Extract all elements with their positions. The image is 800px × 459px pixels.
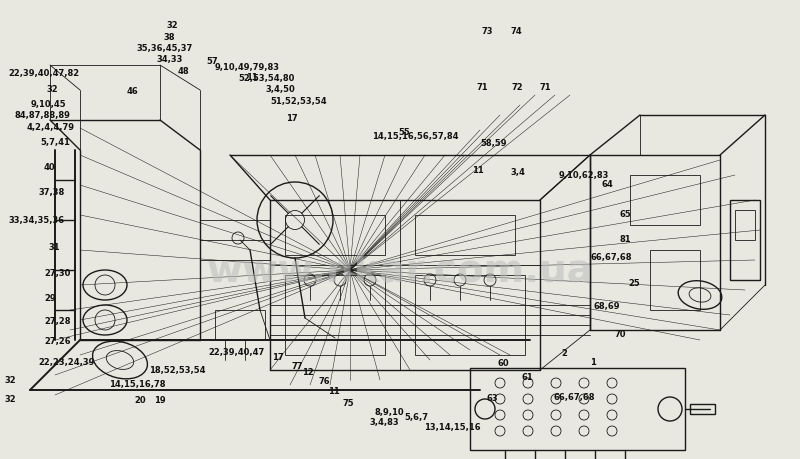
Text: 32: 32 <box>4 395 16 404</box>
Text: 73: 73 <box>482 27 493 36</box>
Text: 61: 61 <box>522 373 534 382</box>
Text: www.nkar.com.ua: www.nkar.com.ua <box>206 251 594 289</box>
Text: 74: 74 <box>510 27 522 36</box>
Text: 9,10,45: 9,10,45 <box>30 100 66 109</box>
Text: 27,30: 27,30 <box>44 269 70 278</box>
Text: 11: 11 <box>246 73 258 82</box>
Text: 17: 17 <box>272 353 284 362</box>
Text: 58,59: 58,59 <box>480 139 506 148</box>
Text: 70: 70 <box>614 330 626 339</box>
Bar <box>630 175 700 225</box>
Text: 60: 60 <box>498 359 510 368</box>
Text: 18,52,53,54: 18,52,53,54 <box>149 366 206 375</box>
Text: 22,23,24,39: 22,23,24,39 <box>38 358 94 367</box>
Text: 57: 57 <box>206 57 218 67</box>
Text: 4,2,4,4,79: 4,2,4,4,79 <box>26 123 74 132</box>
Text: 55: 55 <box>398 128 410 137</box>
Text: 32: 32 <box>4 376 16 386</box>
Text: 11: 11 <box>472 166 484 175</box>
Text: 65: 65 <box>620 210 632 219</box>
Text: 38: 38 <box>163 33 174 42</box>
Text: 66,67,68: 66,67,68 <box>590 252 632 262</box>
Text: 20: 20 <box>134 396 146 405</box>
Text: 3,4: 3,4 <box>510 168 526 177</box>
Text: 9,10,62,83: 9,10,62,83 <box>558 171 609 180</box>
Text: 22,39,40,47,82: 22,39,40,47,82 <box>8 69 79 78</box>
Text: 51,52,53,54: 51,52,53,54 <box>270 97 327 106</box>
Bar <box>415 215 515 255</box>
Text: 35,36,45,37: 35,36,45,37 <box>136 44 192 53</box>
Text: 81: 81 <box>620 235 632 244</box>
Text: 34,33: 34,33 <box>157 55 183 64</box>
Text: 52,53,54,80: 52,53,54,80 <box>238 74 294 84</box>
Bar <box>690 404 715 414</box>
Text: 31: 31 <box>48 243 60 252</box>
Text: 25: 25 <box>628 279 640 288</box>
Bar <box>215 310 265 340</box>
Bar <box>650 250 700 310</box>
Text: 5,7,41: 5,7,41 <box>40 138 70 147</box>
Bar <box>730 200 760 280</box>
Text: 9,10,49,79,83: 9,10,49,79,83 <box>214 63 279 73</box>
Text: 19: 19 <box>154 396 166 405</box>
Text: 66,67,68: 66,67,68 <box>554 392 595 402</box>
Text: 5,6,7: 5,6,7 <box>404 413 428 422</box>
Text: 14,15,16,56,57,84: 14,15,16,56,57,84 <box>372 132 458 141</box>
Text: 1: 1 <box>590 358 596 367</box>
Text: 71: 71 <box>540 83 552 92</box>
Bar <box>470 368 685 450</box>
Bar <box>735 210 755 240</box>
Text: 2: 2 <box>562 349 567 358</box>
Text: 77: 77 <box>291 362 302 371</box>
Text: 27,26: 27,26 <box>44 337 70 347</box>
Bar <box>285 215 385 255</box>
Text: 29: 29 <box>44 294 56 303</box>
Text: 37,38: 37,38 <box>38 188 65 197</box>
Text: 76: 76 <box>318 377 330 386</box>
Text: 32: 32 <box>46 85 58 95</box>
Text: 14,15,16,78: 14,15,16,78 <box>109 380 166 389</box>
Text: 8,9,10: 8,9,10 <box>374 408 404 417</box>
Text: 3,4,50: 3,4,50 <box>266 85 295 94</box>
Text: 3,4,83: 3,4,83 <box>370 418 399 427</box>
Text: 32: 32 <box>166 21 178 30</box>
Bar <box>285 275 385 355</box>
Text: 75: 75 <box>342 398 354 408</box>
Text: 27,28: 27,28 <box>44 317 70 326</box>
Text: 13,14,15,16: 13,14,15,16 <box>424 423 481 432</box>
Text: 84,87,88,89: 84,87,88,89 <box>14 111 70 120</box>
Text: 46: 46 <box>126 87 138 96</box>
Bar <box>415 275 525 355</box>
Text: 48: 48 <box>178 67 190 76</box>
Text: 71: 71 <box>477 83 489 92</box>
Text: 40: 40 <box>44 163 56 172</box>
Text: 17: 17 <box>286 114 298 123</box>
Text: 72: 72 <box>512 83 524 92</box>
Text: 33,34,35,36: 33,34,35,36 <box>8 216 64 225</box>
Text: 11: 11 <box>328 386 340 396</box>
Text: 68,69: 68,69 <box>594 302 620 311</box>
Text: 22,39,40,47: 22,39,40,47 <box>208 348 264 357</box>
Text: 64: 64 <box>602 180 614 189</box>
Text: 12: 12 <box>302 368 314 377</box>
Text: 63: 63 <box>486 394 498 403</box>
